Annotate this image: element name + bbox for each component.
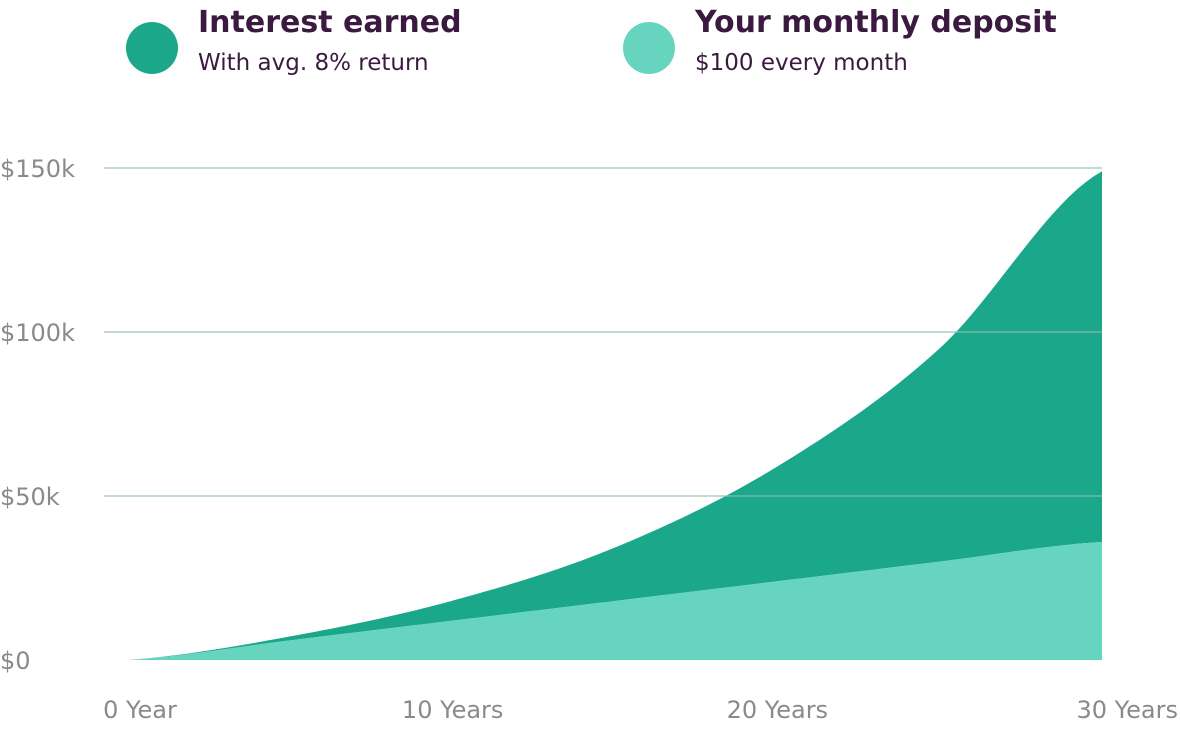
legend-subtitle-interest: With avg. 8% return: [198, 50, 429, 76]
legend-title-deposit: Your monthly deposit: [695, 5, 1057, 40]
legend-title-interest: Interest earned: [198, 5, 462, 40]
x-tick-label-3: 30 Years: [1077, 696, 1178, 724]
y-tick-label-3: $150k: [0, 155, 75, 183]
x-tick-label-0: 0 Year: [103, 696, 177, 724]
legend-item-interest: Interest earned With avg. 8% return: [126, 4, 462, 78]
legend-swatch-deposit: [623, 22, 675, 74]
area-series-monthly-deposit: [128, 541, 1102, 660]
y-tick-label-1: $50k: [0, 483, 60, 511]
legend-subtitle-deposit: $100 every month: [695, 50, 908, 76]
x-tick-label-2: 20 Years: [727, 696, 828, 724]
x-tick-label-1: 10 Years: [402, 696, 503, 724]
legend-item-deposit: Your monthly deposit $100 every month: [623, 4, 1057, 78]
area-series-interest-earned: [128, 171, 1102, 660]
y-tick-label-0: $0: [0, 647, 31, 675]
legend-swatch-interest: [126, 22, 178, 74]
y-tick-label-2: $100k: [0, 319, 75, 347]
